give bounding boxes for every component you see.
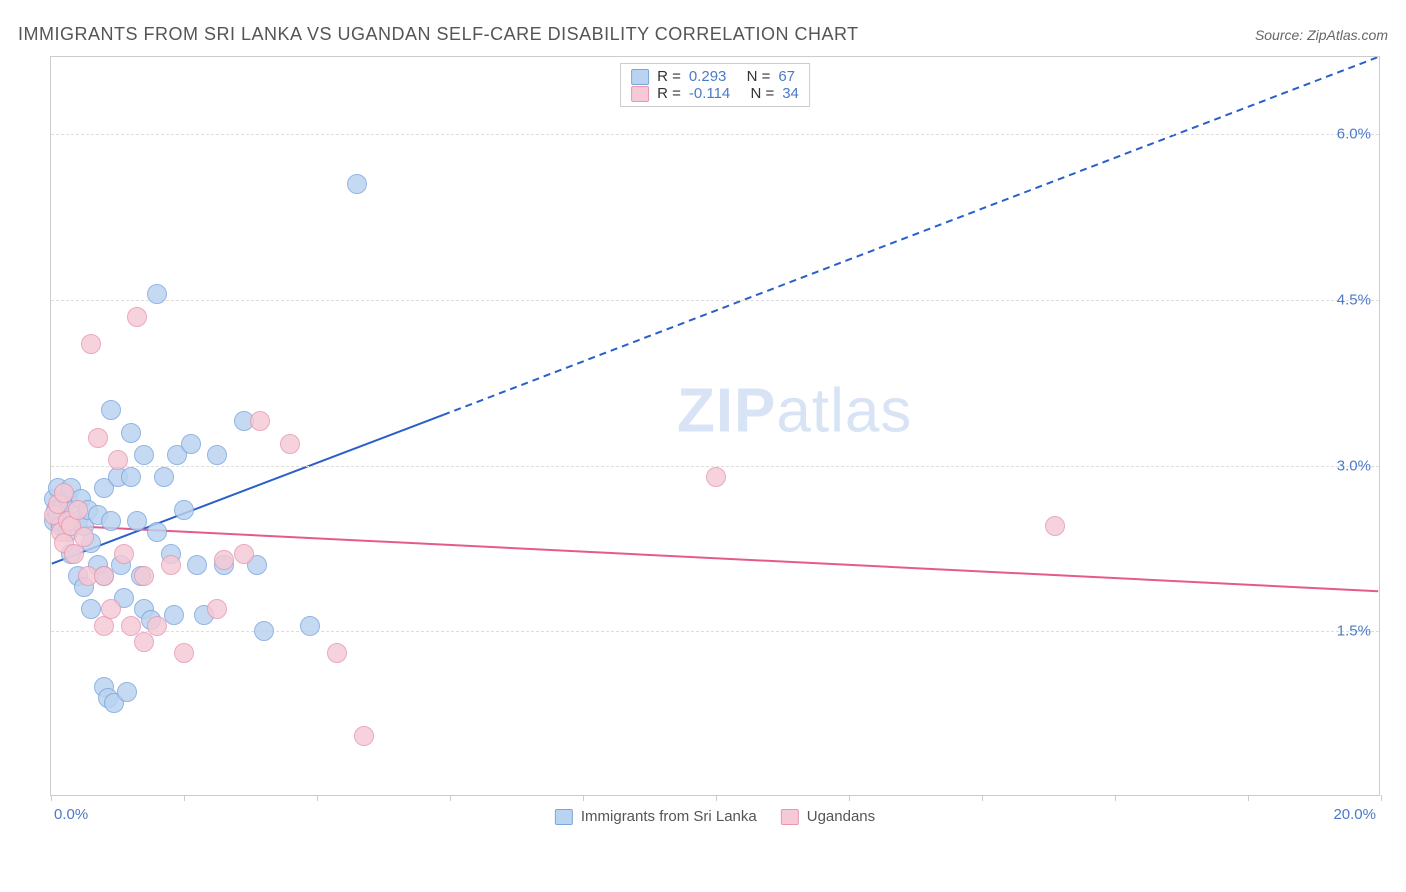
scatter-point-uganda: [706, 467, 726, 487]
legend-item-sri-lanka: Immigrants from Sri Lanka: [555, 808, 757, 825]
scatter-point-sri_lanka: [164, 605, 184, 625]
scatter-point-uganda: [280, 434, 300, 454]
x-tick-mark: [317, 795, 318, 801]
scatter-point-uganda: [121, 616, 141, 636]
x-tick-mark: [1248, 795, 1249, 801]
x-tick-mark: [1115, 795, 1116, 801]
scatter-point-uganda: [81, 334, 101, 354]
scatter-point-sri_lanka: [81, 599, 101, 619]
x-tick-mark: [716, 795, 717, 801]
scatter-point-uganda: [207, 599, 227, 619]
chart-title: IMMIGRANTS FROM SRI LANKA VS UGANDAN SEL…: [18, 24, 859, 45]
scatter-point-uganda: [74, 527, 94, 547]
y-tick-label: 1.5%: [1337, 623, 1371, 640]
x-tick-mark: [184, 795, 185, 801]
scatter-point-sri_lanka: [154, 467, 174, 487]
scatter-point-sri_lanka: [300, 616, 320, 636]
series-legend: Immigrants from Sri Lanka Ugandans: [555, 808, 875, 825]
scatter-point-sri_lanka: [347, 174, 367, 194]
scatter-point-sri_lanka: [147, 522, 167, 542]
scatter-point-uganda: [88, 428, 108, 448]
scatter-point-uganda: [101, 599, 121, 619]
scatter-point-sri_lanka: [121, 467, 141, 487]
swatch-uganda: [631, 86, 649, 102]
x-tick-label-left: 0.0%: [54, 806, 88, 823]
grid-line: [51, 631, 1379, 632]
y-tick-label: 6.0%: [1337, 126, 1371, 143]
y-tick-label: 3.0%: [1337, 457, 1371, 474]
scatter-point-uganda: [134, 566, 154, 586]
scatter-point-uganda: [114, 544, 134, 564]
x-tick-mark: [982, 795, 983, 801]
header-bar: IMMIGRANTS FROM SRI LANKA VS UGANDAN SEL…: [18, 24, 1388, 45]
watermark: ZIPatlas: [677, 376, 912, 447]
y-tick-label: 4.5%: [1337, 291, 1371, 308]
x-tick-mark: [849, 795, 850, 801]
x-tick-mark: [583, 795, 584, 801]
scatter-point-uganda: [127, 307, 147, 327]
scatter-point-uganda: [327, 643, 347, 663]
scatter-point-sri_lanka: [181, 434, 201, 454]
scatter-point-sri_lanka: [187, 555, 207, 575]
x-tick-label-right: 20.0%: [1333, 806, 1376, 823]
scatter-point-sri_lanka: [117, 682, 137, 702]
scatter-point-uganda: [134, 632, 154, 652]
scatter-point-sri_lanka: [101, 511, 121, 531]
scatter-point-sri_lanka: [147, 284, 167, 304]
grid-line: [51, 134, 1379, 135]
scatter-point-uganda: [174, 643, 194, 663]
x-tick-mark: [51, 795, 52, 801]
scatter-point-uganda: [108, 450, 128, 470]
scatter-point-uganda: [1045, 516, 1065, 536]
legend-row-sri-lanka: R = 0.293 N = 67: [631, 68, 799, 85]
scatter-point-sri_lanka: [134, 445, 154, 465]
source-label: Source: ZipAtlas.com: [1255, 27, 1388, 43]
legend-row-uganda: R = -0.114 N = 34: [631, 85, 799, 102]
scatter-point-uganda: [214, 550, 234, 570]
scatter-point-sri_lanka: [207, 445, 227, 465]
scatter-point-sri_lanka: [254, 621, 274, 641]
scatter-point-uganda: [54, 483, 74, 503]
scatter-point-sri_lanka: [174, 500, 194, 520]
scatter-point-uganda: [147, 616, 167, 636]
scatter-point-uganda: [161, 555, 181, 575]
scatter-point-uganda: [250, 411, 270, 431]
scatter-point-uganda: [94, 566, 114, 586]
swatch-sri-lanka-bottom: [555, 809, 573, 825]
grid-line: [51, 300, 1379, 301]
swatch-sri-lanka: [631, 69, 649, 85]
scatter-point-sri_lanka: [121, 423, 141, 443]
scatter-point-uganda: [354, 726, 374, 746]
x-tick-mark: [450, 795, 451, 801]
scatter-point-sri_lanka: [127, 511, 147, 531]
swatch-uganda-bottom: [781, 809, 799, 825]
scatter-point-uganda: [68, 500, 88, 520]
x-tick-mark: [1381, 795, 1382, 801]
legend-item-uganda: Ugandans: [781, 808, 875, 825]
scatter-point-uganda: [234, 544, 254, 564]
correlation-legend: R = 0.293 N = 67 R = -0.114 N = 34: [620, 63, 810, 107]
scatter-point-sri_lanka: [101, 400, 121, 420]
scatter-plot-area: ZIPatlas R = 0.293 N = 67 R = -0.114 N =…: [50, 56, 1380, 796]
